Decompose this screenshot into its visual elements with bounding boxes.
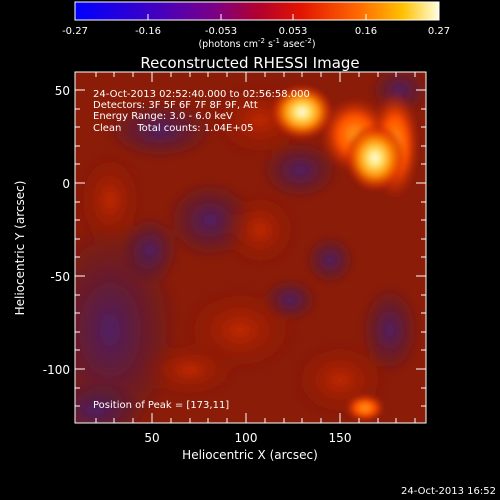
y-tick-label: -100 [43,363,70,377]
y-tick-label: 50 [55,84,70,98]
colorbar-tick-label: -0.16 [135,26,161,37]
peak-position-label: Position of Peak = [173,11] [93,400,229,411]
footer-timestamp: 24-Oct-2013 16:52 [401,486,496,497]
colorbar-tick-label: 0.053 [279,26,308,37]
colorbar-unit-label: (photons cm-2 s-1 asec-2) [198,37,315,50]
info-time-range: 24-Oct-2013 02:52:40.000 to 02:56:58.000 [93,89,310,100]
colorbar-ticks [74,14,440,20]
colorbar-tick-label: -0.053 [205,26,237,37]
x-tick-label: 150 [329,431,352,445]
rhessi-image: 24-Oct-2013 02:52:40.000 to 02:56:58.000… [75,72,426,423]
plot-title: Reconstructed RHESSI Image [140,54,359,72]
plot-axes [74,71,427,424]
colorbar-tick-label: 0.16 [355,26,377,37]
info-detectors: Detectors: 3F 5F 6F 7F 8F 9F, Att [93,100,258,111]
x-tick-label: 100 [235,431,258,445]
info-energy-range: Energy Range: 3.0 - 6.0 keV [93,111,233,122]
x-axis-title: Heliocentric X (arcsec) [182,448,318,462]
x-tick-label: 50 [144,431,159,445]
colorbar-tick-label: 0.27 [428,26,450,37]
colorbar: -0.27 -0.16 -0.053 0.053 0.16 0.27 (phot… [62,1,450,50]
y-tick-label: 0 [62,177,70,191]
y-axis-title: Heliocentric Y (arcsec) [13,181,27,316]
info-clean-counts: Clean Total counts: 1.04E+05 [93,123,253,134]
y-tick-label: -50 [50,270,70,284]
colorbar-scale [74,1,440,21]
colorbar-tick-label: -0.27 [62,26,88,37]
